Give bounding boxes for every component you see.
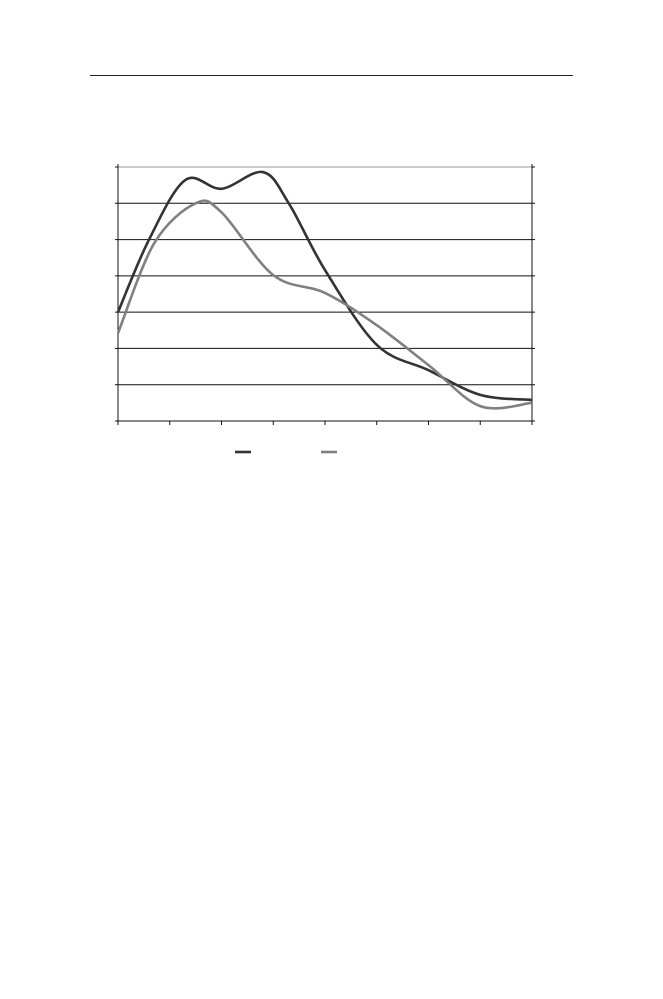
header-rule <box>90 75 573 76</box>
series-line-2 <box>116 199 533 410</box>
series-line-1 <box>116 170 533 402</box>
